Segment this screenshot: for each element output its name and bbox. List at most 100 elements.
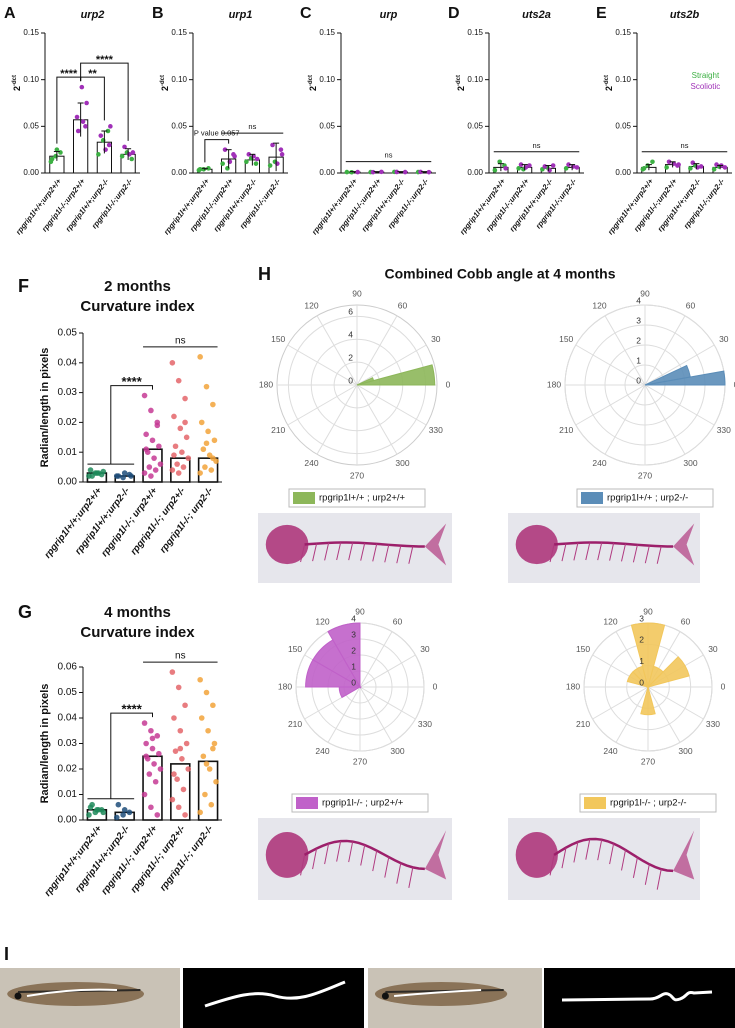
- data-point: [143, 740, 149, 747]
- data-point: [254, 156, 260, 162]
- theta-tick-label: 60: [681, 616, 691, 626]
- data-point: [355, 169, 360, 175]
- data-point: [676, 162, 681, 167]
- data-point: [714, 162, 719, 167]
- y-tick-label: 0.05: [319, 121, 335, 130]
- polar-spoke: [647, 686, 681, 743]
- data-point: [121, 807, 128, 813]
- data-point: [203, 383, 210, 390]
- legend-entry: rpgrip1l+/+ ; urp2+/+: [319, 493, 406, 504]
- y-tick-label: 0.03: [58, 738, 78, 749]
- legend-entry: Straight: [692, 71, 720, 80]
- y-axis-label: 2-dct: [160, 75, 171, 91]
- data-point: [115, 801, 122, 808]
- data-point: [154, 812, 161, 818]
- data-point: [74, 114, 80, 120]
- y-tick-label: 0.15: [171, 28, 187, 37]
- r-tick-label: 4: [351, 613, 356, 623]
- bracket-label: ****: [96, 54, 114, 66]
- theta-tick-label: 270: [641, 756, 655, 766]
- data-point: [518, 162, 524, 167]
- data-point: [197, 470, 203, 476]
- theta-tick-label: 120: [304, 300, 318, 310]
- y-tick-label: 0.02: [58, 417, 78, 428]
- x-tick-label: rpgrip1l-/-;urp2+/+: [632, 176, 679, 233]
- data-point: [200, 753, 207, 760]
- polar-spoke: [316, 315, 358, 386]
- data-point: [211, 437, 218, 444]
- chart-title: urp: [380, 9, 398, 21]
- data-point: [169, 669, 176, 675]
- data-point: [141, 791, 148, 798]
- fish-rib: [549, 854, 555, 876]
- data-point: [232, 153, 237, 159]
- data-point: [698, 164, 704, 169]
- fish-head: [515, 524, 558, 565]
- y-tick-label: 0.05: [615, 121, 631, 130]
- bar: [170, 763, 191, 821]
- fish-rib: [324, 843, 330, 865]
- data-point: [174, 776, 180, 782]
- fish-rib: [632, 857, 638, 878]
- data-point: [154, 733, 161, 739]
- data-point: [149, 745, 156, 752]
- data-point: [197, 166, 203, 172]
- bracket: [87, 385, 153, 465]
- theta-tick-label: 120: [592, 300, 606, 310]
- fish-rib: [408, 867, 414, 888]
- fish-rib: [336, 542, 342, 561]
- data-point: [141, 392, 148, 399]
- data-point: [527, 163, 532, 168]
- data-point: [222, 147, 228, 152]
- data-point: [152, 467, 159, 473]
- data-point: [122, 144, 127, 150]
- data-point: [100, 468, 107, 475]
- data-point: [95, 470, 102, 476]
- theta-tick-label: 240: [592, 458, 606, 468]
- polar-spoke: [615, 686, 649, 743]
- polar-spoke: [575, 384, 646, 426]
- polar-bar: [646, 656, 690, 688]
- chart-title: 2 months: [104, 278, 171, 295]
- bracket-label: ****: [122, 374, 143, 389]
- x-tick-label: rpgrip1l+/+;urp2-/-: [360, 177, 407, 234]
- y-tick-label: 0.00: [319, 168, 335, 177]
- data-point: [79, 84, 85, 90]
- polar-bar: [327, 622, 361, 689]
- fish-rib: [360, 542, 366, 561]
- y-axis-label-exponent: -dct: [308, 75, 314, 86]
- data-point: [98, 133, 104, 138]
- theta-tick-label: 210: [576, 719, 590, 729]
- polar-spoke: [575, 344, 646, 386]
- bracket-label: ns: [248, 122, 256, 131]
- polar-spoke: [287, 384, 358, 426]
- bracket: [87, 712, 153, 800]
- theta-tick-label: 0: [721, 681, 726, 691]
- theta-tick-label: 300: [683, 458, 697, 468]
- data-point: [197, 809, 203, 816]
- data-point: [641, 166, 647, 171]
- data-point: [49, 156, 55, 162]
- panel-letter: B: [152, 5, 164, 22]
- fish-rib: [561, 543, 567, 562]
- legend-swatch: [584, 797, 606, 809]
- panel-letter: A: [4, 5, 16, 22]
- polar-spoke: [356, 384, 427, 426]
- chart-title: 4 months: [104, 604, 171, 621]
- theta-tick-label: 150: [271, 334, 285, 344]
- theta-tick-label: 270: [638, 470, 652, 480]
- panel-letter: G: [18, 602, 32, 622]
- y-tick-label: 0.15: [615, 28, 631, 37]
- curve-overlay: [26, 988, 118, 997]
- x-tick-label: rpgrip1l-/-;urp2+/+: [40, 176, 87, 233]
- theta-tick-label: 0: [446, 379, 451, 389]
- data-point: [149, 437, 156, 444]
- theta-tick-label: 270: [350, 470, 364, 480]
- chart-title: urp1: [229, 9, 253, 21]
- data-point: [171, 771, 177, 777]
- fish-rib: [549, 544, 555, 563]
- data-point: [152, 778, 159, 785]
- fish-rib: [300, 854, 306, 876]
- data-point: [172, 443, 179, 450]
- data-point: [206, 766, 213, 772]
